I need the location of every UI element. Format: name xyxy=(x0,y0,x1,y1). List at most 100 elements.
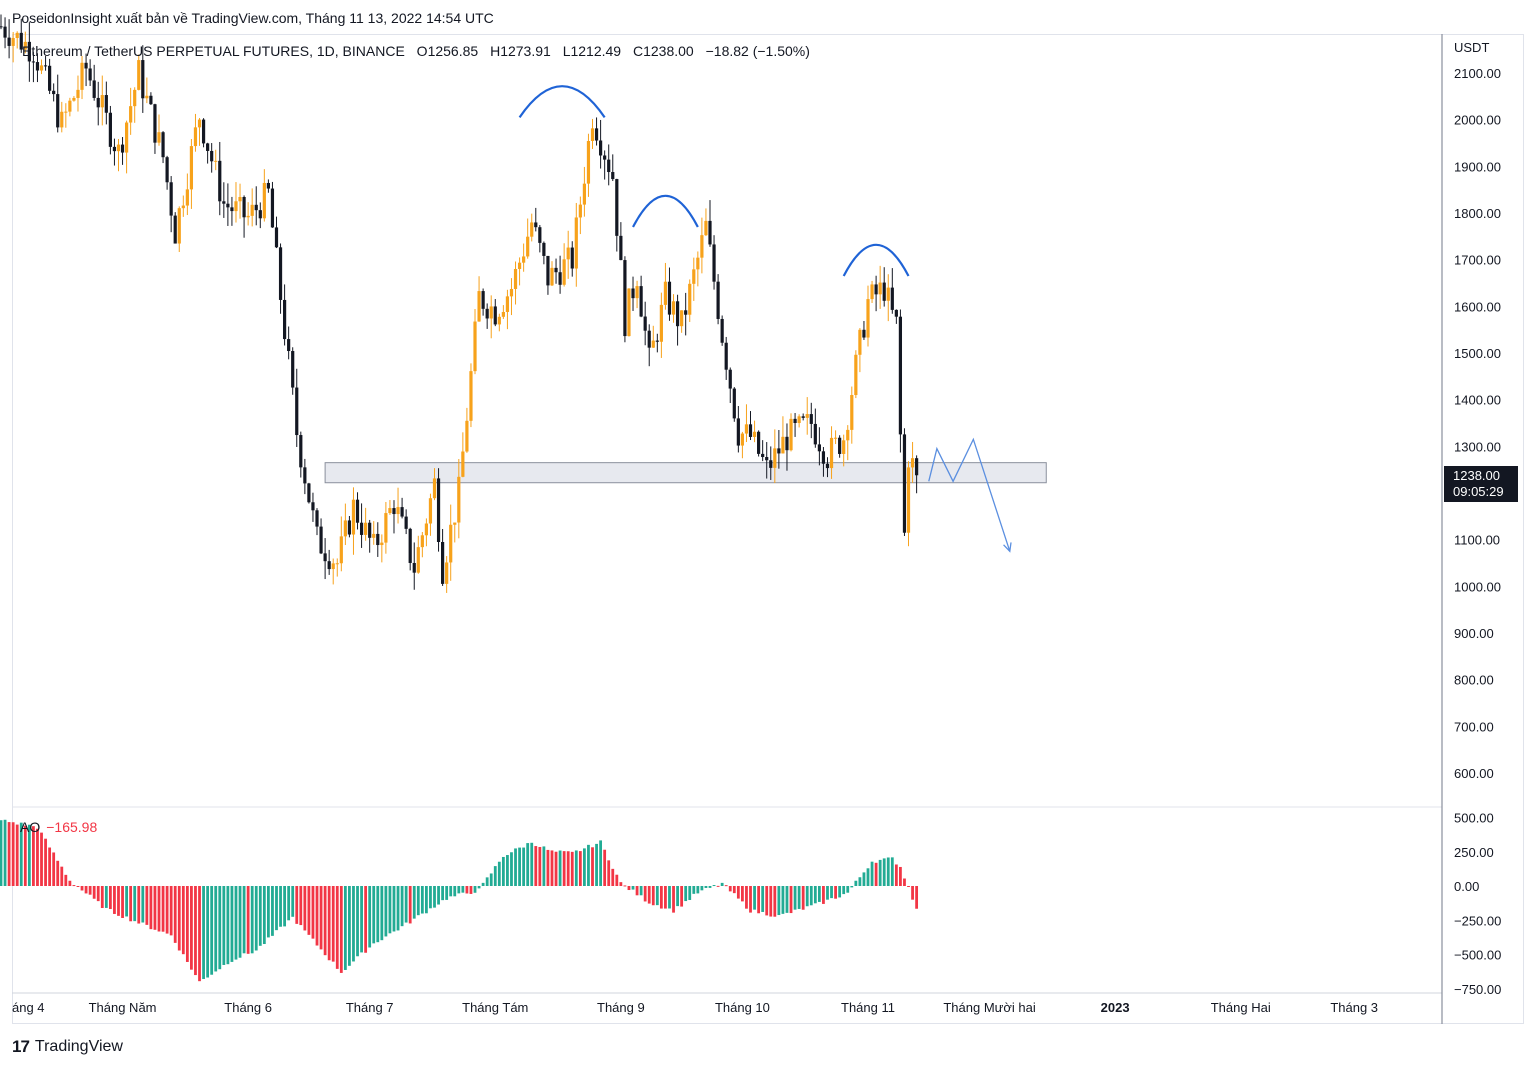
ao-bar xyxy=(562,851,566,886)
candle-body xyxy=(392,508,396,515)
ao-bar xyxy=(258,886,262,946)
price-tick-label: 600.00 xyxy=(1454,766,1494,781)
ao-bar xyxy=(226,886,230,965)
top-arc xyxy=(518,85,606,118)
chart-frame xyxy=(12,34,1524,1024)
ao-bar xyxy=(607,860,611,886)
ao-bar xyxy=(781,886,785,914)
candle-body xyxy=(858,329,862,355)
price-tick-label: 2000.00 xyxy=(1454,113,1501,128)
ao-bar xyxy=(736,886,740,899)
ao-bar xyxy=(108,886,112,910)
price-tick-label: 2100.00 xyxy=(1454,66,1501,81)
open-label: O xyxy=(416,43,428,59)
ao-bar xyxy=(27,824,31,886)
candle-body xyxy=(838,437,842,454)
ao-bar xyxy=(416,886,420,916)
ao-bar xyxy=(161,886,165,932)
candle-body xyxy=(445,562,449,584)
time-tick-label: 2023 xyxy=(1101,1000,1130,1015)
ao-bar xyxy=(396,886,400,931)
ao-bar xyxy=(728,886,732,892)
time-tick-label: Tháng 7 xyxy=(346,1000,394,1015)
candle-body xyxy=(769,460,773,468)
ao-bar xyxy=(96,886,100,902)
candle-body xyxy=(493,306,497,325)
ao-bar xyxy=(497,861,501,886)
candle-body xyxy=(866,299,870,338)
ao-bar xyxy=(157,886,161,932)
candle-body xyxy=(274,227,279,248)
candle-body xyxy=(538,227,542,243)
candle-body xyxy=(765,457,769,461)
ao-bar xyxy=(206,886,210,978)
candle-body xyxy=(384,513,388,543)
candle-body xyxy=(651,340,655,348)
candle-body xyxy=(108,112,112,147)
ao-tick-label: 250.00 xyxy=(1454,845,1494,860)
ao-bar xyxy=(202,886,205,979)
ao-tick-label: 0.00 xyxy=(1454,879,1479,894)
candle-body xyxy=(238,196,242,202)
candle-body xyxy=(278,247,283,300)
candle-body xyxy=(663,281,668,305)
candle-body xyxy=(505,296,510,312)
candle-body xyxy=(481,291,485,309)
ao-bar xyxy=(368,886,372,948)
ao-bar xyxy=(388,886,392,934)
candle-body xyxy=(603,155,607,160)
tradingview-logo[interactable]: 17 TradingView xyxy=(12,1037,123,1057)
candle-body xyxy=(554,267,558,273)
candle-body xyxy=(347,520,352,535)
candle-body xyxy=(736,418,740,446)
ao-bar xyxy=(732,886,736,894)
candle-body xyxy=(124,122,129,153)
ao-bar xyxy=(11,822,15,886)
candle-body xyxy=(878,282,882,295)
ao-bar xyxy=(915,886,919,909)
candle-body xyxy=(428,498,433,524)
candle-body xyxy=(416,547,420,573)
ao-bar xyxy=(364,886,368,953)
candle-body xyxy=(882,282,886,301)
candle-body xyxy=(56,94,60,128)
logo-text: TradingView xyxy=(34,1038,123,1055)
price-tick-label: 1700.00 xyxy=(1454,253,1501,268)
high-number: 1273.91 xyxy=(500,43,551,59)
ao-bar xyxy=(230,886,234,962)
candle-body xyxy=(116,144,121,152)
candle-body xyxy=(809,414,813,424)
ao-bar xyxy=(177,886,181,951)
ao-tick-label: −500.00 xyxy=(1454,948,1501,963)
candle-body xyxy=(846,429,850,441)
ao-bar xyxy=(198,886,201,982)
ao-bar xyxy=(574,850,578,886)
ao-bar xyxy=(48,847,52,886)
ao-bar xyxy=(291,886,295,917)
candle-body xyxy=(39,65,44,71)
ao-bar xyxy=(339,886,343,973)
ao-bar xyxy=(765,886,769,916)
ao-bar xyxy=(262,886,266,945)
ao-bar xyxy=(688,886,692,900)
candle-body xyxy=(457,476,461,523)
ao-bar xyxy=(886,857,890,886)
candle-body xyxy=(218,160,222,202)
price-tick-label: 1900.00 xyxy=(1454,159,1501,174)
ao-bar xyxy=(501,856,505,886)
ao-bar xyxy=(100,886,104,909)
ao-bar xyxy=(266,886,270,938)
candle-body xyxy=(473,321,477,372)
candle-body xyxy=(578,204,582,218)
candle-body xyxy=(157,132,161,143)
candle-body xyxy=(364,522,368,535)
ao-bar xyxy=(854,880,858,886)
candle-body xyxy=(586,140,591,184)
candle-body xyxy=(842,440,846,454)
low-number: 1212.49 xyxy=(570,43,622,59)
ao-bar xyxy=(372,886,376,944)
candle-body xyxy=(266,182,270,189)
ao-bar xyxy=(457,886,461,894)
candle-body xyxy=(104,95,108,113)
